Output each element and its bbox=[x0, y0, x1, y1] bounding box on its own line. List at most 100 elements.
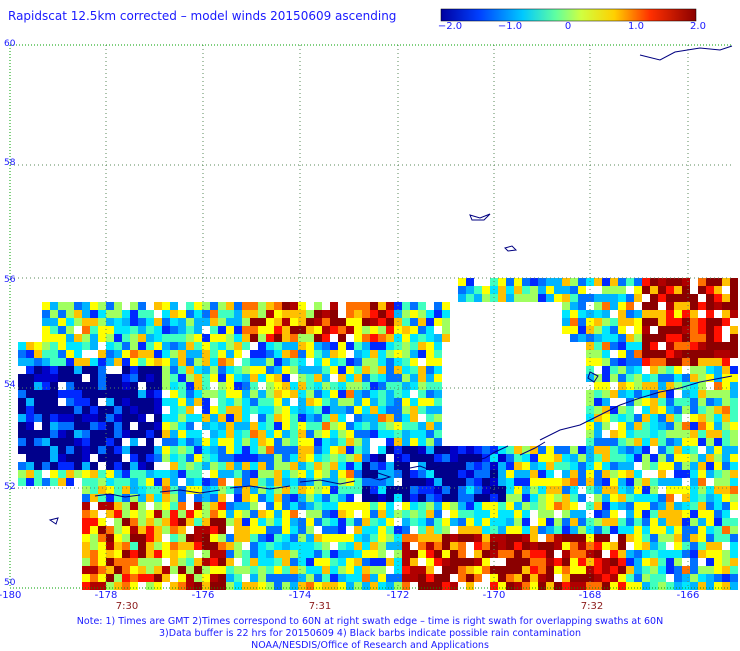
wind-cell bbox=[242, 334, 250, 342]
wind-cell bbox=[66, 438, 74, 446]
wind-cell bbox=[282, 398, 290, 406]
wind-cell bbox=[594, 342, 602, 350]
wind-cell bbox=[570, 286, 578, 294]
wind-cell bbox=[594, 414, 602, 422]
wind-cell bbox=[250, 542, 258, 550]
wind-cell bbox=[698, 358, 706, 366]
wind-cell bbox=[362, 582, 370, 590]
wind-cell bbox=[18, 406, 26, 414]
wind-cell bbox=[682, 318, 690, 326]
wind-cell bbox=[98, 526, 106, 534]
wind-cell bbox=[714, 374, 722, 382]
wind-cell bbox=[202, 510, 210, 518]
wind-cell bbox=[442, 574, 450, 582]
wind-cell bbox=[130, 358, 138, 366]
wind-cell bbox=[594, 574, 602, 582]
wind-cell bbox=[218, 374, 226, 382]
wind-cell bbox=[346, 318, 354, 326]
wind-cell bbox=[634, 334, 642, 342]
wind-cell bbox=[610, 278, 618, 286]
wind-cell bbox=[378, 310, 386, 318]
wind-cell bbox=[722, 366, 730, 374]
wind-cell bbox=[722, 486, 730, 494]
wind-cell bbox=[138, 406, 146, 414]
wind-cell bbox=[666, 334, 674, 342]
wind-cell bbox=[162, 566, 170, 574]
wind-cell bbox=[202, 486, 210, 494]
wind-cell bbox=[250, 374, 258, 382]
wind-cell bbox=[698, 318, 706, 326]
wind-cell bbox=[434, 462, 442, 470]
wind-cell bbox=[122, 518, 130, 526]
wind-cell bbox=[114, 550, 122, 558]
wind-cell bbox=[162, 486, 170, 494]
lat-label: 50 bbox=[4, 578, 16, 588]
wind-cell bbox=[458, 526, 466, 534]
wind-cell bbox=[26, 430, 34, 438]
wind-cell bbox=[298, 574, 306, 582]
wind-cell bbox=[50, 414, 58, 422]
wind-cell bbox=[466, 566, 474, 574]
wind-cell bbox=[210, 446, 218, 454]
wind-cell bbox=[514, 446, 522, 454]
wind-cell bbox=[370, 510, 378, 518]
wind-cell bbox=[714, 406, 722, 414]
wind-cell bbox=[570, 574, 578, 582]
wind-cell bbox=[250, 350, 258, 358]
wind-cell bbox=[290, 350, 298, 358]
wind-cell bbox=[290, 502, 298, 510]
wind-cell bbox=[610, 494, 618, 502]
wind-cell bbox=[90, 366, 98, 374]
wind-cell bbox=[330, 406, 338, 414]
wind-cell bbox=[514, 278, 522, 286]
wind-cell bbox=[98, 574, 106, 582]
wind-cell bbox=[498, 462, 506, 470]
wind-cell bbox=[106, 406, 114, 414]
wind-cell bbox=[434, 542, 442, 550]
wind-cell bbox=[306, 566, 314, 574]
wind-cell bbox=[298, 374, 306, 382]
wind-cell bbox=[66, 310, 74, 318]
wind-cell bbox=[578, 286, 586, 294]
wind-cell bbox=[266, 462, 274, 470]
wind-cell bbox=[682, 534, 690, 542]
wind-cell bbox=[730, 494, 738, 502]
wind-cell bbox=[114, 390, 122, 398]
wind-cell bbox=[466, 454, 474, 462]
wind-cell bbox=[370, 382, 378, 390]
wind-cell bbox=[178, 318, 186, 326]
time-label: 7:32 bbox=[580, 601, 604, 612]
wind-cell bbox=[546, 494, 554, 502]
wind-cell bbox=[290, 454, 298, 462]
wind-cell bbox=[346, 502, 354, 510]
wind-cell bbox=[322, 558, 330, 566]
wind-cell bbox=[362, 478, 370, 486]
wind-cell bbox=[530, 494, 538, 502]
wind-cell bbox=[82, 454, 90, 462]
wind-cell bbox=[138, 462, 146, 470]
wind-cell bbox=[514, 502, 522, 510]
wind-cell bbox=[146, 438, 154, 446]
lon-label: -170 bbox=[482, 590, 506, 601]
wind-cell bbox=[410, 502, 418, 510]
wind-cell bbox=[242, 494, 250, 502]
wind-cell bbox=[354, 502, 362, 510]
wind-cell bbox=[114, 374, 122, 382]
wind-cell bbox=[26, 438, 34, 446]
wind-cell bbox=[210, 534, 218, 542]
footnote-line-2: 3)Data buffer is 22 hrs for 20150609 4) … bbox=[159, 628, 581, 639]
wind-cell bbox=[210, 406, 218, 414]
wind-cell bbox=[298, 302, 306, 310]
wind-cell bbox=[602, 374, 610, 382]
wind-cell bbox=[722, 278, 730, 286]
wind-cell bbox=[578, 494, 586, 502]
wind-cell bbox=[42, 374, 50, 382]
wind-cell bbox=[26, 406, 34, 414]
wind-cell bbox=[722, 358, 730, 366]
wind-cell bbox=[714, 430, 722, 438]
wind-cell bbox=[210, 358, 218, 366]
wind-cell bbox=[266, 518, 274, 526]
wind-cell bbox=[170, 406, 178, 414]
wind-cell bbox=[322, 550, 330, 558]
wind-cell bbox=[330, 366, 338, 374]
